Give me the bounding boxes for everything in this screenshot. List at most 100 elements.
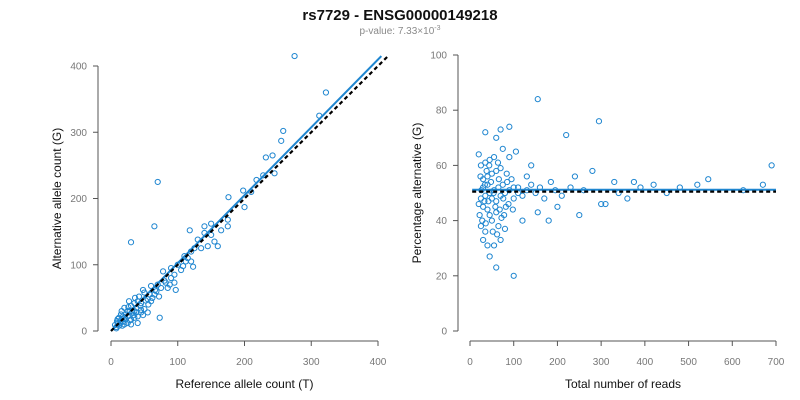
data-point <box>508 176 515 183</box>
data-point <box>705 176 712 183</box>
data-point <box>611 178 618 186</box>
data-point <box>512 148 520 155</box>
data-point <box>322 89 330 96</box>
y-tick-label: 40 <box>436 216 448 227</box>
data-point <box>547 178 554 186</box>
data-point <box>490 242 498 249</box>
data-point <box>156 314 163 321</box>
data-point <box>486 162 493 169</box>
chart-title: rs7729 - ENSG00000149218 <box>302 7 497 24</box>
data-point <box>493 264 500 271</box>
data-point <box>488 170 495 177</box>
data-point <box>480 236 487 244</box>
data-point <box>528 181 535 188</box>
data-point <box>131 314 138 321</box>
pvalue-subtitle: p-value: 7.33×10-3 <box>359 25 440 37</box>
x-tick-label: 300 <box>593 357 610 368</box>
y-tick-label: 80 <box>436 106 448 117</box>
data-point <box>166 281 173 288</box>
data-point <box>139 312 147 319</box>
data-point <box>630 178 638 186</box>
data-point <box>541 195 548 202</box>
data-point <box>172 286 179 294</box>
data-point <box>483 167 490 175</box>
data-point <box>126 317 133 324</box>
data-point <box>159 268 167 275</box>
data-point <box>141 306 148 313</box>
x-tick-label: 0 <box>467 357 473 368</box>
data-point <box>135 293 143 300</box>
data-point <box>558 192 565 199</box>
data-point <box>271 170 278 177</box>
data-point <box>495 176 502 183</box>
data-point <box>201 223 208 230</box>
y-tick-label: 300 <box>70 128 87 139</box>
data-point <box>139 286 147 294</box>
data-point <box>157 284 165 292</box>
data-point <box>624 195 631 202</box>
data-point <box>153 288 160 295</box>
data-point <box>528 162 535 169</box>
data-point <box>476 211 483 219</box>
data-point <box>117 311 125 318</box>
data-point <box>224 223 231 230</box>
data-point <box>545 217 552 224</box>
data-point <box>534 96 541 103</box>
x-tick-label: 300 <box>303 357 320 368</box>
pvalue-exponent: -3 <box>434 25 440 32</box>
data-point <box>510 195 517 202</box>
data-point <box>164 284 171 292</box>
y-axis-label: Percentage alternative (G) <box>410 123 424 264</box>
data-point <box>179 262 187 270</box>
data-point <box>509 206 516 213</box>
data-point <box>127 239 135 246</box>
data-point <box>224 216 231 223</box>
data-point <box>291 52 298 60</box>
data-point <box>477 162 485 169</box>
x-tick-label: 0 <box>108 357 114 368</box>
pvalue-prefix: p-value: 7.33×10 <box>359 26 434 37</box>
data-point <box>519 192 526 199</box>
data-point <box>503 170 510 177</box>
data-point <box>208 220 215 227</box>
data-point <box>130 312 137 319</box>
data-point <box>502 203 509 210</box>
data-point <box>127 321 135 328</box>
data-point <box>493 167 500 175</box>
data-point <box>479 217 486 224</box>
data-point <box>134 319 141 327</box>
data-point <box>477 223 485 230</box>
data-point <box>589 167 596 175</box>
x-tick-label: 400 <box>637 357 654 368</box>
data-point <box>211 238 218 245</box>
data-point <box>190 263 197 270</box>
x-tick-label: 400 <box>370 357 387 368</box>
x-axis-label: Total number of reads <box>565 377 681 391</box>
data-point <box>182 258 189 265</box>
data-point <box>492 203 499 210</box>
data-point <box>499 145 506 152</box>
data-point <box>497 165 504 172</box>
data-point <box>262 154 269 161</box>
data-point <box>125 304 132 311</box>
data-point <box>694 181 701 188</box>
data-point <box>482 228 489 235</box>
y-tick-label: 100 <box>70 260 87 271</box>
y-tick-label: 60 <box>436 161 448 172</box>
data-point <box>125 298 133 305</box>
data-point <box>484 242 491 249</box>
data-point <box>475 200 482 208</box>
data-point <box>280 127 287 135</box>
data-point <box>482 129 489 136</box>
data-point <box>214 243 221 250</box>
data-point <box>278 137 285 144</box>
data-point <box>486 211 493 219</box>
allele-count-scatter-panel: 0 100 200 300 400 0 100 200 300 400 Reference alle… <box>50 52 389 391</box>
data-point <box>598 200 605 208</box>
x-tick-label: 100 <box>169 357 186 368</box>
data-point <box>534 209 541 216</box>
data-point <box>519 217 526 224</box>
data-point <box>504 178 511 186</box>
data-point <box>167 274 175 282</box>
